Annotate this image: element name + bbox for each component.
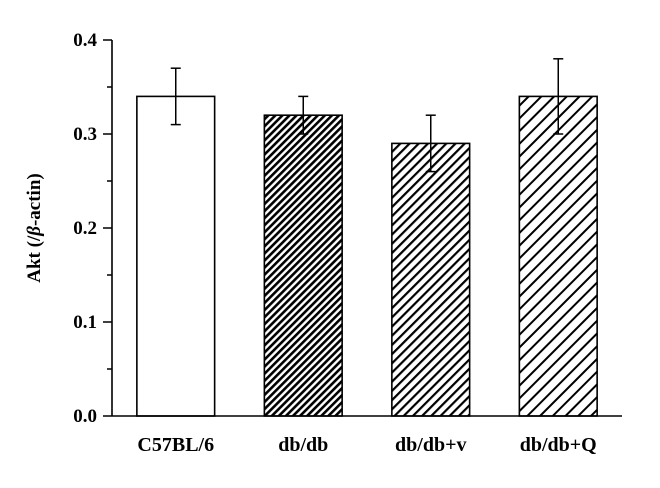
y-tick-label: 0.0 (73, 406, 97, 427)
x-category-label: db/db+Q (520, 434, 597, 456)
error-bars (170, 58, 564, 173)
y-tick-label: 0.1 (73, 312, 97, 333)
bar-2 (263, 114, 343, 417)
bars (136, 95, 598, 417)
bar-4 (518, 95, 598, 417)
bar-3 (391, 142, 471, 417)
x-category-label: C57BL/6 (137, 434, 214, 456)
x-category-label: db/db+v (395, 434, 466, 456)
y-axis-title: Akt (/β-actin) (24, 173, 45, 282)
y-tick-label: 0.3 (73, 124, 97, 145)
y-tick-label: 0.4 (73, 30, 97, 51)
y-axis-ticks: 0.0 0.1 0.2 0.3 0.4 (73, 30, 112, 427)
bar-1 (136, 95, 216, 417)
x-axis-labels: C57BL/6 db/db db/db+v db/db+Q (137, 434, 596, 456)
x-category-label: db/db (278, 434, 328, 456)
y-tick-label: 0.2 (73, 218, 97, 239)
